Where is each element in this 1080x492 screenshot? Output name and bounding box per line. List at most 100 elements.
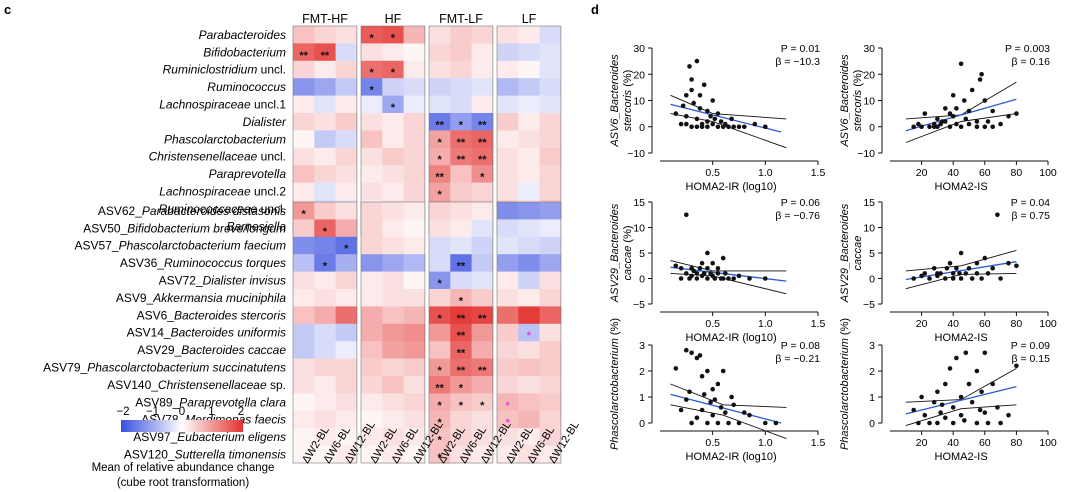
heatmap-cell [471, 95, 494, 114]
heatmap-cell [518, 410, 540, 429]
heatmap-cell [471, 60, 494, 79]
colorbar-title-line2: (cube root transformation) [117, 477, 249, 489]
heatmap-cell [314, 323, 336, 342]
x-tick-label: 80 [1011, 437, 1023, 449]
heatmap-cell [335, 95, 358, 114]
asv-row-label: ASV14_Bacteroides uniformis [127, 326, 286, 340]
data-point [715, 420, 721, 426]
panel-letter-d: d [591, 2, 599, 17]
x-tick-label: 100 [1039, 437, 1057, 449]
y-axis-label: ASV6_Bacteroides [609, 54, 621, 148]
heatmap-cell [382, 147, 404, 166]
heatmap-cell [518, 165, 540, 183]
significance-star: * [438, 137, 443, 149]
data-point [697, 353, 703, 358]
heatmap-cell [539, 78, 562, 96]
taxon-row-label: Dialister [243, 115, 287, 129]
data-point [950, 276, 956, 281]
data-point [684, 212, 689, 218]
stat-p-value: P = 0.09 [1011, 340, 1050, 352]
heatmap-cell [293, 95, 315, 114]
heatmap-cell [497, 341, 519, 359]
y-axis-label-line2: stercoris (%) [852, 70, 864, 132]
data-point [958, 276, 964, 281]
heatmap-cell [293, 254, 315, 272]
significance-star: * [459, 382, 464, 394]
data-point [684, 397, 689, 402]
group-header: FMT-HF [302, 12, 348, 26]
stat-p-value: P = 0.01 [781, 43, 820, 55]
heatmap-cell [450, 236, 472, 255]
x-tick-label: 1.5 [811, 318, 826, 330]
data-point [708, 114, 713, 119]
heatmap-cell [429, 445, 451, 464]
heatmap-cell [335, 410, 358, 429]
heatmap-cell [471, 147, 494, 166]
heatmap-cell [429, 236, 451, 255]
significance-star: * [438, 365, 443, 377]
heatmap-cell [403, 410, 426, 429]
heatmap-cell [429, 130, 451, 149]
heatmap-cell [361, 130, 383, 149]
data-point [979, 389, 984, 395]
data-point [726, 276, 731, 281]
heatmap-cell [497, 428, 519, 446]
heatmap-cell [293, 165, 315, 183]
heatmap-cell [539, 26, 562, 44]
heatmap-cell [429, 113, 451, 131]
data-point [747, 412, 752, 418]
data-point [985, 271, 991, 276]
data-point [691, 268, 696, 274]
data-point [1014, 363, 1019, 369]
y-tick-label: 0 [869, 418, 875, 430]
data-point [673, 366, 679, 371]
heatmap-cell [471, 236, 494, 255]
heatmap-cell [497, 445, 519, 464]
data-point [990, 108, 995, 114]
heatmap-cell [314, 182, 336, 201]
data-point [1014, 263, 1019, 269]
data-point [911, 276, 916, 281]
data-point [678, 276, 684, 281]
x-axis-label: HOMA2-IS [935, 181, 988, 193]
heatmap-cell [361, 95, 383, 114]
data-point [974, 260, 980, 266]
significance-star: ** [321, 50, 330, 62]
heatmap-cell [293, 376, 315, 394]
x-tick-label: 40 [947, 437, 959, 449]
significance-star: * [438, 154, 443, 166]
heatmap-cell [293, 306, 315, 325]
heatmap-cell [450, 341, 472, 359]
heatmap-cell [429, 182, 451, 201]
x-tick-label: 1.0 [758, 437, 773, 449]
heatmap-cell [450, 43, 472, 62]
heatmap-cell [497, 165, 519, 183]
heatmap-cell [403, 376, 426, 394]
heatmap-cell [497, 219, 519, 238]
heatmap-cell [403, 341, 426, 359]
fit-line [670, 393, 782, 424]
heatmap-cell [450, 271, 472, 290]
heatmap-cell [361, 376, 383, 394]
data-point [985, 420, 991, 426]
data-point [712, 276, 718, 281]
heatmap-cell [403, 165, 426, 183]
data-point [954, 355, 959, 361]
stat-beta: β = −10.3 [775, 56, 820, 68]
data-point [1014, 111, 1019, 116]
data-point [687, 389, 692, 395]
y-tick-label: 0 [639, 122, 645, 134]
data-point [922, 271, 928, 276]
data-point [726, 420, 731, 426]
heatmap-cell [293, 182, 315, 201]
taxon-row-label: Phascolarctobacterium [164, 132, 286, 146]
data-point [947, 260, 953, 266]
y-tick-label: −10 [627, 148, 645, 160]
heatmap-cell [382, 60, 404, 79]
heatmap-cell [361, 410, 383, 429]
heatmap-cell [429, 95, 451, 114]
data-point [943, 276, 948, 281]
data-point [673, 263, 679, 269]
heatmap-cell [403, 182, 426, 201]
data-point [982, 350, 988, 356]
